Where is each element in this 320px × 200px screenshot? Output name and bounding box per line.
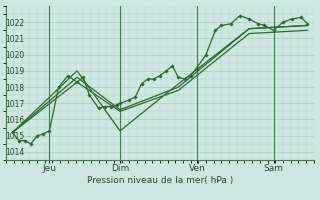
X-axis label: Pression niveau de la mer( hPa ): Pression niveau de la mer( hPa ) bbox=[87, 176, 233, 185]
